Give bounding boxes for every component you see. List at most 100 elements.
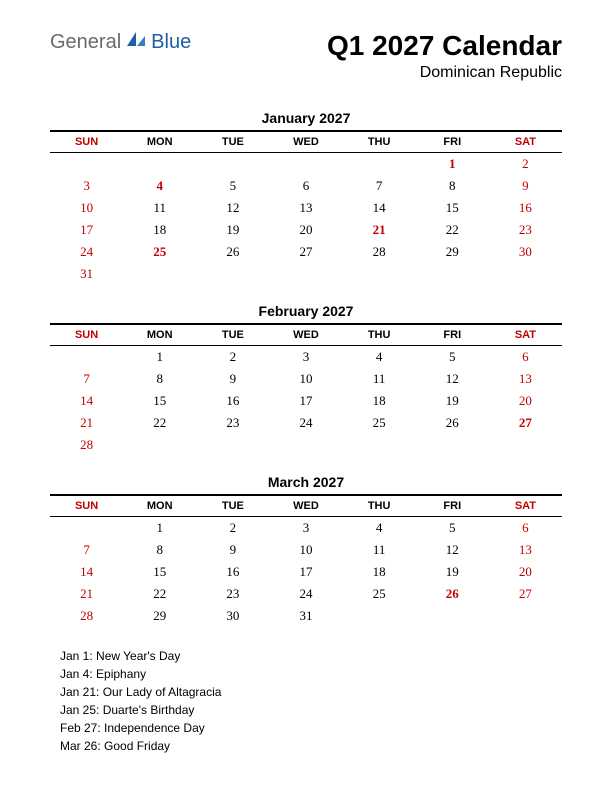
calendar-cell: 1 (123, 517, 196, 540)
day-header: SUN (50, 131, 123, 153)
calendar-cell: 1 (123, 346, 196, 369)
calendar-cell: 26 (416, 412, 489, 434)
calendar-cell: 24 (269, 412, 342, 434)
logo-text-blue: Blue (151, 31, 191, 54)
day-header: TUE (196, 495, 269, 517)
calendar-cell: 3 (269, 517, 342, 540)
calendar-cell: 5 (416, 346, 489, 369)
holiday-list: Jan 1: New Year's DayJan 4: EpiphanyJan … (60, 647, 562, 755)
calendar-cell (269, 263, 342, 285)
calendar-cell: 18 (343, 561, 416, 583)
calendar-row: 21222324252627 (50, 583, 562, 605)
day-header: FRI (416, 324, 489, 346)
calendar-cell: 13 (269, 197, 342, 219)
calendar-cell: 17 (269, 561, 342, 583)
calendar-cell: 27 (489, 583, 562, 605)
day-header: SAT (489, 495, 562, 517)
calendar-cell (489, 263, 562, 285)
calendar-cell: 16 (196, 561, 269, 583)
month-block: January 2027SUNMONTUEWEDTHUFRISAT1234567… (50, 110, 562, 285)
day-header: SUN (50, 324, 123, 346)
calendar-cell: 15 (123, 561, 196, 583)
calendar-row: 28293031 (50, 605, 562, 627)
calendar-row: 3456789 (50, 175, 562, 197)
calendar-cell: 17 (269, 390, 342, 412)
logo-text-general: General (50, 31, 121, 54)
calendar-cell (269, 434, 342, 456)
calendar-cell: 18 (123, 219, 196, 241)
calendar-cell: 4 (123, 175, 196, 197)
day-header: SUN (50, 495, 123, 517)
calendar-cell: 7 (50, 368, 123, 390)
day-header: FRI (416, 495, 489, 517)
day-header: THU (343, 131, 416, 153)
calendar-table: SUNMONTUEWEDTHUFRISAT1234567891011121314… (50, 130, 562, 285)
day-header: MON (123, 324, 196, 346)
calendar-cell: 6 (489, 517, 562, 540)
calendar-cell: 10 (50, 197, 123, 219)
calendar-cell: 19 (196, 219, 269, 241)
calendar-cell: 4 (343, 346, 416, 369)
calendar-cell: 23 (196, 412, 269, 434)
day-header: TUE (196, 131, 269, 153)
calendar-cell: 7 (50, 539, 123, 561)
calendar-cell: 3 (50, 175, 123, 197)
calendar-row: 24252627282930 (50, 241, 562, 263)
day-header: WED (269, 324, 342, 346)
month-block: March 2027SUNMONTUEWEDTHUFRISAT123456789… (50, 474, 562, 627)
calendar-row: 14151617181920 (50, 561, 562, 583)
holiday-item: Feb 27: Independence Day (60, 719, 562, 737)
calendar-cell (196, 263, 269, 285)
calendar-cell: 28 (343, 241, 416, 263)
calendar-cell: 19 (416, 561, 489, 583)
calendar-cell: 8 (123, 368, 196, 390)
calendar-cell: 16 (489, 197, 562, 219)
calendar-cell: 26 (416, 583, 489, 605)
day-header: TUE (196, 324, 269, 346)
calendar-cell: 25 (123, 241, 196, 263)
calendar-cell: 31 (50, 263, 123, 285)
month-block: February 2027SUNMONTUEWEDTHUFRISAT123456… (50, 303, 562, 456)
calendar-cell: 6 (489, 346, 562, 369)
calendar-row: 28 (50, 434, 562, 456)
calendar-row: 31 (50, 263, 562, 285)
calendar-cell: 12 (416, 539, 489, 561)
calendar-cell (123, 153, 196, 176)
calendar-cell: 9 (196, 539, 269, 561)
calendar-row: 78910111213 (50, 368, 562, 390)
calendar-cell: 11 (343, 368, 416, 390)
calendar-cell: 22 (416, 219, 489, 241)
month-title: March 2027 (50, 474, 562, 490)
calendar-cell: 30 (196, 605, 269, 627)
calendar-cell (343, 605, 416, 627)
month-title: January 2027 (50, 110, 562, 126)
calendar-cell: 22 (123, 412, 196, 434)
calendar-row: 123456 (50, 517, 562, 540)
calendar-cell: 16 (196, 390, 269, 412)
day-header: WED (269, 131, 342, 153)
calendar-cell: 27 (489, 412, 562, 434)
calendar-cell: 23 (489, 219, 562, 241)
calendar-cell: 7 (343, 175, 416, 197)
calendar-cell (196, 434, 269, 456)
calendar-cell: 23 (196, 583, 269, 605)
calendar-cell (269, 153, 342, 176)
day-header: MON (123, 495, 196, 517)
holiday-item: Mar 26: Good Friday (60, 737, 562, 755)
logo: General Blue (50, 30, 191, 54)
calendar-cell: 11 (343, 539, 416, 561)
calendar-cell: 13 (489, 539, 562, 561)
calendar-row: 17181920212223 (50, 219, 562, 241)
day-header: WED (269, 495, 342, 517)
calendar-cell: 12 (196, 197, 269, 219)
calendar-cell (489, 605, 562, 627)
holiday-item: Jan 21: Our Lady of Altagracia (60, 683, 562, 701)
calendar-cell: 21 (343, 219, 416, 241)
day-header: MON (123, 131, 196, 153)
calendar-cell: 1 (416, 153, 489, 176)
calendar-cell: 5 (196, 175, 269, 197)
calendar-cell (416, 605, 489, 627)
calendar-row: 12 (50, 153, 562, 176)
calendar-row: 10111213141516 (50, 197, 562, 219)
calendar-cell: 11 (123, 197, 196, 219)
